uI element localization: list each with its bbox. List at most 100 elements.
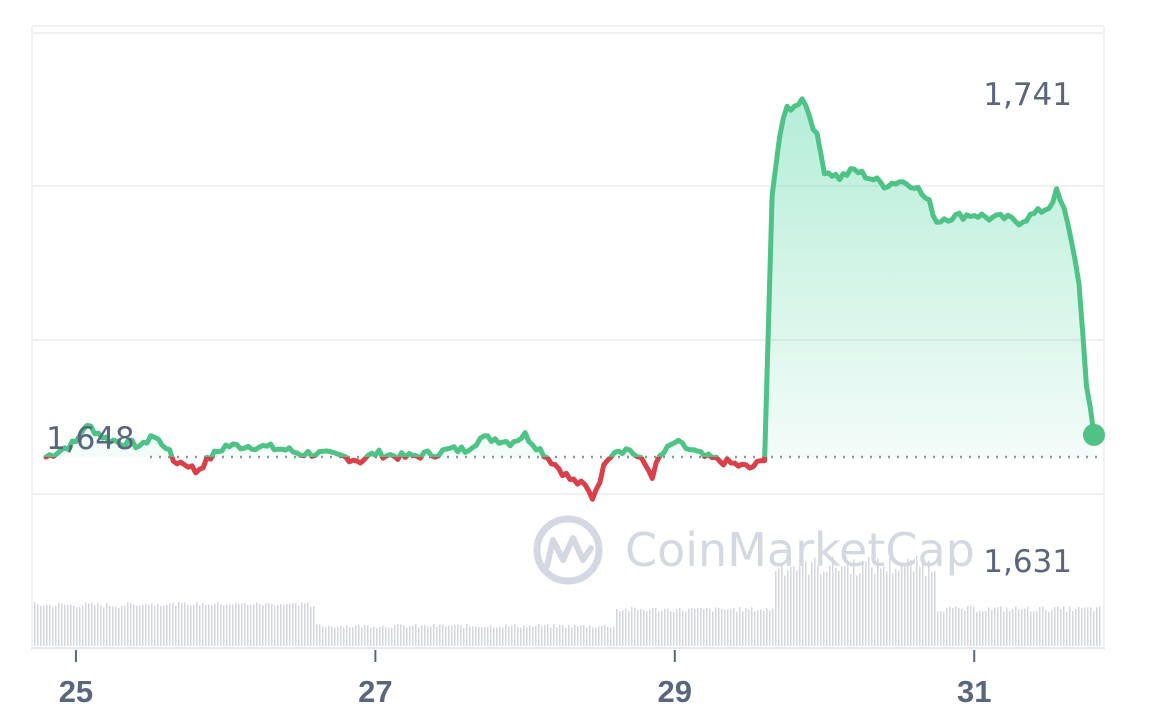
volume-bar <box>280 604 282 646</box>
volume-bar <box>250 604 252 646</box>
volume-bar <box>433 624 435 646</box>
volume-bar <box>907 558 909 646</box>
volume-bar <box>985 610 987 646</box>
volume-bar <box>106 602 108 646</box>
volume-bar <box>712 611 714 646</box>
volume-bar <box>196 602 198 646</box>
volume-bar <box>736 611 738 646</box>
volume-bar <box>658 611 660 646</box>
x-tick-label: 31 <box>957 674 991 709</box>
volume-bar <box>988 607 990 646</box>
volume-bar <box>376 627 378 646</box>
y-label-high: 1,741 <box>983 77 1072 113</box>
volume-bar <box>550 627 552 646</box>
volume-bar <box>400 624 402 646</box>
volume-bar <box>397 624 399 646</box>
volume-bar <box>883 566 885 646</box>
volume-bar <box>1063 606 1065 646</box>
volume-bar <box>424 624 426 646</box>
volume-bar <box>505 624 507 646</box>
volume-bar <box>1051 610 1053 646</box>
volume-bar <box>904 564 906 646</box>
volume-bar <box>1027 606 1029 646</box>
volume-bar <box>67 604 69 646</box>
volume-bar <box>682 610 684 646</box>
volume-bar <box>1033 611 1035 646</box>
price-line-above-reference <box>43 96 1097 457</box>
volume-bar <box>919 566 921 646</box>
volume-bar <box>991 609 993 646</box>
volume-bar <box>226 604 228 646</box>
volume-bar <box>160 605 162 646</box>
volume-bar <box>688 608 690 646</box>
volume-bar <box>1078 606 1080 646</box>
volume-bar <box>304 603 306 646</box>
volume-bar <box>406 627 408 646</box>
volume-bar <box>859 573 861 646</box>
volume-bar <box>916 556 918 646</box>
volume-bar <box>706 607 708 646</box>
volume-bar <box>436 626 438 646</box>
volume-bar <box>604 624 606 646</box>
volume-bar <box>853 559 855 646</box>
volume-bar <box>493 627 495 646</box>
volume-bar <box>199 605 201 646</box>
volume-bar <box>430 626 432 646</box>
volume-bar <box>880 568 882 646</box>
volume-bar <box>721 608 723 646</box>
volume-bar <box>319 624 321 646</box>
volume-bar <box>670 611 672 646</box>
volume-bar <box>784 575 786 646</box>
volume-bar <box>340 625 342 646</box>
volume-bar <box>571 627 573 646</box>
current-price-dot <box>1083 423 1105 446</box>
volume-bar <box>292 602 294 646</box>
volume-bar <box>55 605 57 646</box>
volume-bar <box>355 625 357 646</box>
volume-bar <box>739 607 741 646</box>
volume-bar <box>466 624 468 646</box>
volume-bar <box>223 605 225 646</box>
volume-bar <box>589 625 591 646</box>
volume-bar <box>418 627 420 646</box>
volume-bar <box>769 610 771 646</box>
volume-bar <box>61 603 63 646</box>
volume-bar <box>946 607 948 646</box>
volume-bar <box>415 624 417 646</box>
volume-bar <box>421 625 423 646</box>
volume-bar <box>778 568 780 646</box>
volume-bar <box>169 603 171 646</box>
volume-bar <box>643 609 645 646</box>
grid-lines <box>31 25 1105 650</box>
volume-bar <box>802 557 804 646</box>
volume-bar <box>583 625 585 646</box>
volume-bar <box>145 603 147 646</box>
volume-bar <box>331 626 333 646</box>
volume-bar <box>97 602 99 646</box>
volume-bar <box>1081 608 1083 646</box>
volume-bar <box>139 605 141 646</box>
volume-bar <box>727 609 729 646</box>
volume-bar <box>520 627 522 646</box>
volume-bar <box>1021 609 1023 646</box>
volume-bar <box>976 611 978 646</box>
volume-bar <box>1000 606 1002 646</box>
volume-bar <box>265 603 267 646</box>
volume-bar <box>133 604 135 646</box>
volume-bar <box>220 604 222 646</box>
volume-bar <box>337 626 339 646</box>
volume-bar <box>850 574 852 646</box>
volume-bar <box>544 625 546 646</box>
volume-bar <box>298 605 300 646</box>
volume-bar <box>568 624 570 646</box>
volume-bar <box>58 603 60 646</box>
volume-bar <box>412 625 414 646</box>
price-line-below-reference <box>43 457 768 502</box>
price-area-fill <box>46 98 1094 457</box>
volume-bar <box>994 607 996 646</box>
volume-bar <box>100 605 102 646</box>
volume-bar <box>94 605 96 646</box>
volume-bar <box>838 571 840 646</box>
volume-bar <box>823 571 825 646</box>
